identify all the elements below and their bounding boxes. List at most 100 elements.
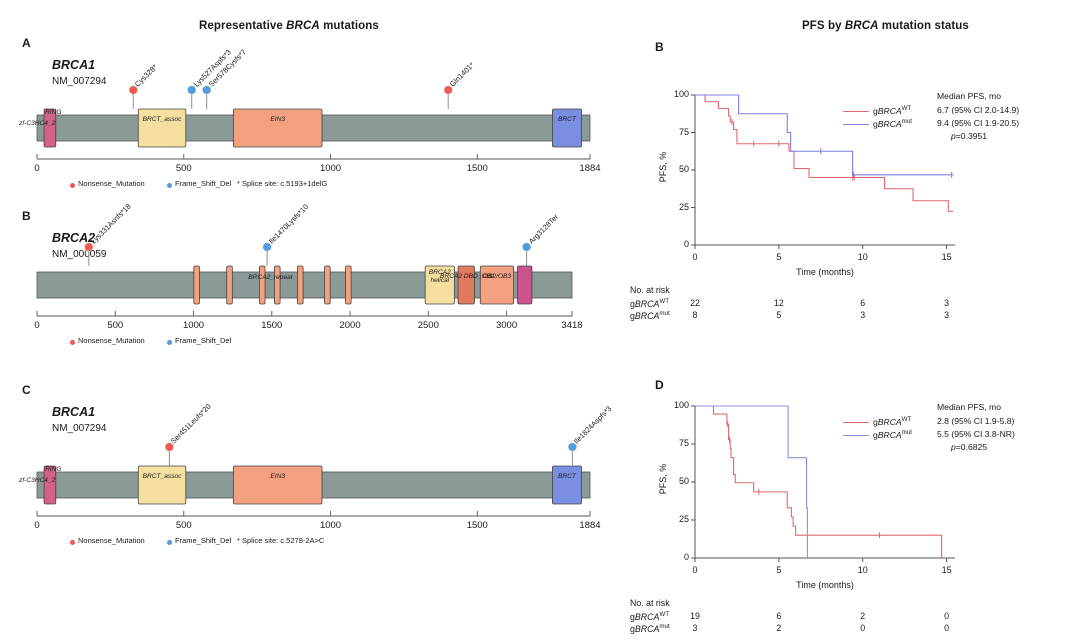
domain-rect[interactable] bbox=[226, 265, 233, 305]
domain-rect[interactable] bbox=[324, 265, 331, 305]
km-xtick-label: 5 bbox=[776, 252, 782, 262]
axis-tick-label: 2500 bbox=[417, 320, 439, 331]
domain-label: BRCT_assoc bbox=[142, 116, 182, 123]
risk-row-value: 8 bbox=[692, 310, 698, 320]
km-xtick-label: 10 bbox=[857, 565, 868, 575]
domain-rect[interactable] bbox=[424, 265, 455, 305]
right-title-part-c: mutation status bbox=[878, 20, 969, 32]
domain-rect[interactable] bbox=[137, 465, 187, 505]
risk-row-value: 22 bbox=[690, 298, 700, 308]
domain-rect[interactable] bbox=[232, 465, 323, 505]
km-legend-median-stat: 2.8 (95% CI 1.9-5.8) bbox=[937, 416, 1015, 426]
risk-table-title: No. at risk bbox=[630, 598, 670, 608]
domain-rect[interactable] bbox=[137, 108, 187, 148]
km-ylabel: PFS, % bbox=[658, 151, 668, 183]
domain-rect[interactable] bbox=[297, 265, 304, 305]
risk-row-value: 3 bbox=[944, 298, 950, 308]
km-ytick-label: 50 bbox=[678, 476, 689, 486]
km-curve bbox=[695, 405, 808, 558]
domain-rect[interactable] bbox=[232, 108, 323, 148]
panel-letter-B: B bbox=[22, 209, 31, 223]
domain-label-line2: helical bbox=[430, 277, 450, 284]
axis-tick-label: 1000 bbox=[182, 320, 205, 331]
domain-rect[interactable] bbox=[193, 265, 200, 305]
domain-rect[interactable] bbox=[552, 108, 582, 148]
left-title-part-a: Representative bbox=[199, 20, 287, 32]
km-curve bbox=[695, 94, 954, 212]
legend-dot-icon bbox=[167, 340, 172, 345]
legend-label: Frame_Shift_Del bbox=[175, 536, 232, 545]
km-xtick-label: 10 bbox=[857, 252, 868, 262]
left-title-part-c: mutations bbox=[319, 20, 379, 32]
km-xtick-label: 15 bbox=[941, 252, 952, 262]
km-legend-line-icon bbox=[843, 435, 869, 436]
domain-rect[interactable] bbox=[345, 265, 352, 305]
legend-dot-icon bbox=[167, 540, 172, 545]
risk-row-value: 3 bbox=[944, 310, 950, 320]
gene-name-C: BRCA1 bbox=[52, 405, 96, 419]
km-legend-series-name: gBRCAmut bbox=[873, 118, 912, 129]
axis-tick-label: 1500 bbox=[466, 163, 488, 174]
protein-track-B bbox=[0, 210, 612, 340]
km-ytick-label: 100 bbox=[673, 89, 689, 99]
domain-label: EIN3 bbox=[270, 116, 286, 123]
domain-label: BRCT_assoc bbox=[142, 473, 182, 480]
risk-table-title: No. at risk bbox=[630, 285, 670, 295]
axis-tick-label: 1500 bbox=[261, 320, 283, 331]
domain-rect[interactable] bbox=[43, 465, 57, 505]
legend-label: Frame_Shift_Del bbox=[175, 336, 232, 345]
km-xtick-label: 15 bbox=[941, 565, 952, 575]
domain-label: BRCT bbox=[557, 473, 576, 480]
domain-label: BRCA2 DBD_OB1 bbox=[440, 273, 495, 280]
km-ytick-label: 50 bbox=[678, 164, 689, 174]
gene-name-A: BRCA1 bbox=[52, 58, 96, 72]
risk-row-value: 0 bbox=[860, 623, 866, 633]
axis-tick-label: 0 bbox=[34, 520, 40, 531]
km-legend-series-name: gBRCAmut bbox=[873, 429, 912, 440]
legend-dot-icon bbox=[70, 540, 75, 545]
axis-tick-label: 1500 bbox=[466, 520, 488, 531]
risk-row-value: 0 bbox=[944, 611, 950, 621]
panel-letter-C: C bbox=[22, 383, 31, 397]
panel-letter-A: A bbox=[22, 36, 31, 50]
legend-dot-icon bbox=[70, 183, 75, 188]
axis-tick-label: 1000 bbox=[319, 520, 342, 531]
domain-label: RING bbox=[45, 466, 62, 473]
axis-end-label: 1884 bbox=[579, 163, 601, 174]
axis-tick-label: 500 bbox=[107, 320, 124, 331]
domain-rect[interactable] bbox=[43, 108, 57, 148]
domain-rect[interactable] bbox=[457, 265, 475, 305]
domain-rect[interactable] bbox=[479, 265, 515, 305]
right-title-gene: BRCA bbox=[844, 20, 879, 32]
risk-row-value: 12 bbox=[773, 298, 784, 308]
km-pvalue: p=0.6825 bbox=[951, 442, 988, 452]
panel-letter-D: D bbox=[655, 378, 664, 392]
km-xlabel: Time (months) bbox=[796, 580, 854, 590]
domain-rect[interactable] bbox=[259, 265, 266, 305]
km-ytick-label: 0 bbox=[683, 239, 689, 249]
axis-tick-label: 3000 bbox=[495, 320, 518, 331]
domain-label: BRCA2 bbox=[428, 269, 451, 276]
km-ytick-label: 0 bbox=[683, 552, 689, 562]
km-panel-D: D 0 25 50 75 100 0 5 10 15 PFS, % Time (months) Medi… bbox=[620, 378, 1090, 638]
axis-tick-label: 500 bbox=[175, 163, 192, 174]
domain-rect[interactable] bbox=[552, 465, 582, 505]
km-legend-series-name: gBRCAWT bbox=[873, 105, 912, 116]
km-legend-median-stat: 5.5 (95% CI 3.8-NR) bbox=[937, 429, 1015, 439]
km-legend-median-stat: 9.4 (95% CI 1.9-20.5) bbox=[937, 118, 1020, 128]
domain-rect[interactable] bbox=[274, 265, 281, 305]
risk-row-value: 2 bbox=[860, 611, 866, 621]
km-ytick-label: 100 bbox=[673, 400, 689, 410]
risk-row-value: 5 bbox=[776, 310, 782, 320]
km-panel-B: B 0 25 50 75 100 0 5 10 15 PFS, % Time (months) Medi… bbox=[620, 40, 1090, 321]
km-curve bbox=[695, 94, 954, 176]
legend-dot-icon bbox=[167, 183, 172, 188]
domain-rect[interactable] bbox=[517, 265, 533, 305]
panel-letter-B: B bbox=[655, 40, 664, 54]
risk-row-label: gBRCAmut bbox=[630, 310, 670, 321]
km-xtick-label: 0 bbox=[692, 252, 698, 262]
protein-track-C bbox=[0, 410, 630, 540]
domain-label: EIN3 bbox=[270, 473, 286, 480]
axis-end-label: 3418 bbox=[561, 320, 583, 331]
km-legend-median-stat: 6.7 (95% CI 2.0-14.9) bbox=[937, 105, 1020, 115]
